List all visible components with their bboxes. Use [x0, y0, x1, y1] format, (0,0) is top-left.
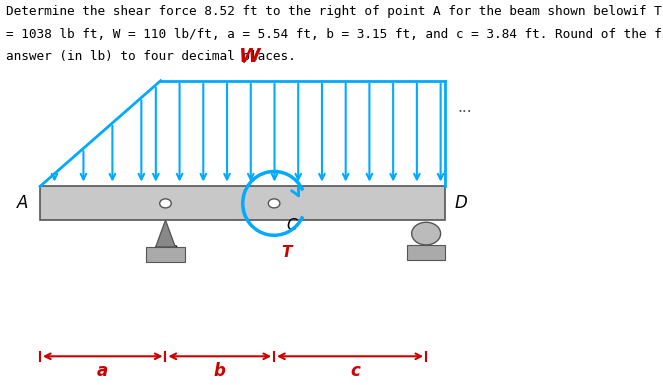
Circle shape [412, 222, 441, 245]
FancyBboxPatch shape [146, 247, 185, 262]
Text: b: b [214, 362, 225, 380]
FancyBboxPatch shape [40, 186, 446, 220]
Circle shape [160, 199, 171, 208]
FancyBboxPatch shape [407, 245, 446, 260]
Text: T: T [281, 245, 292, 260]
Text: c: c [350, 362, 360, 380]
Text: C: C [286, 218, 297, 233]
Text: B: B [168, 245, 178, 260]
Circle shape [269, 199, 280, 208]
Text: = 1038 lb ft, W = 110 lb/ft, a = 5.54 ft, b = 3.15 ft, and c = 3.84 ft. Round of: = 1038 lb ft, W = 110 lb/ft, a = 5.54 ft… [6, 28, 663, 41]
Text: answer (in lb) to four decimal places.: answer (in lb) to four decimal places. [6, 50, 296, 64]
Text: Determine the shear force 8.52 ft to the right of point A for the beam shown bel: Determine the shear force 8.52 ft to the… [6, 5, 662, 18]
Text: D: D [454, 194, 467, 213]
Text: W: W [239, 47, 261, 65]
Text: ...: ... [457, 100, 472, 115]
Text: A: A [17, 194, 28, 213]
Polygon shape [156, 220, 175, 247]
Text: a: a [97, 362, 108, 380]
